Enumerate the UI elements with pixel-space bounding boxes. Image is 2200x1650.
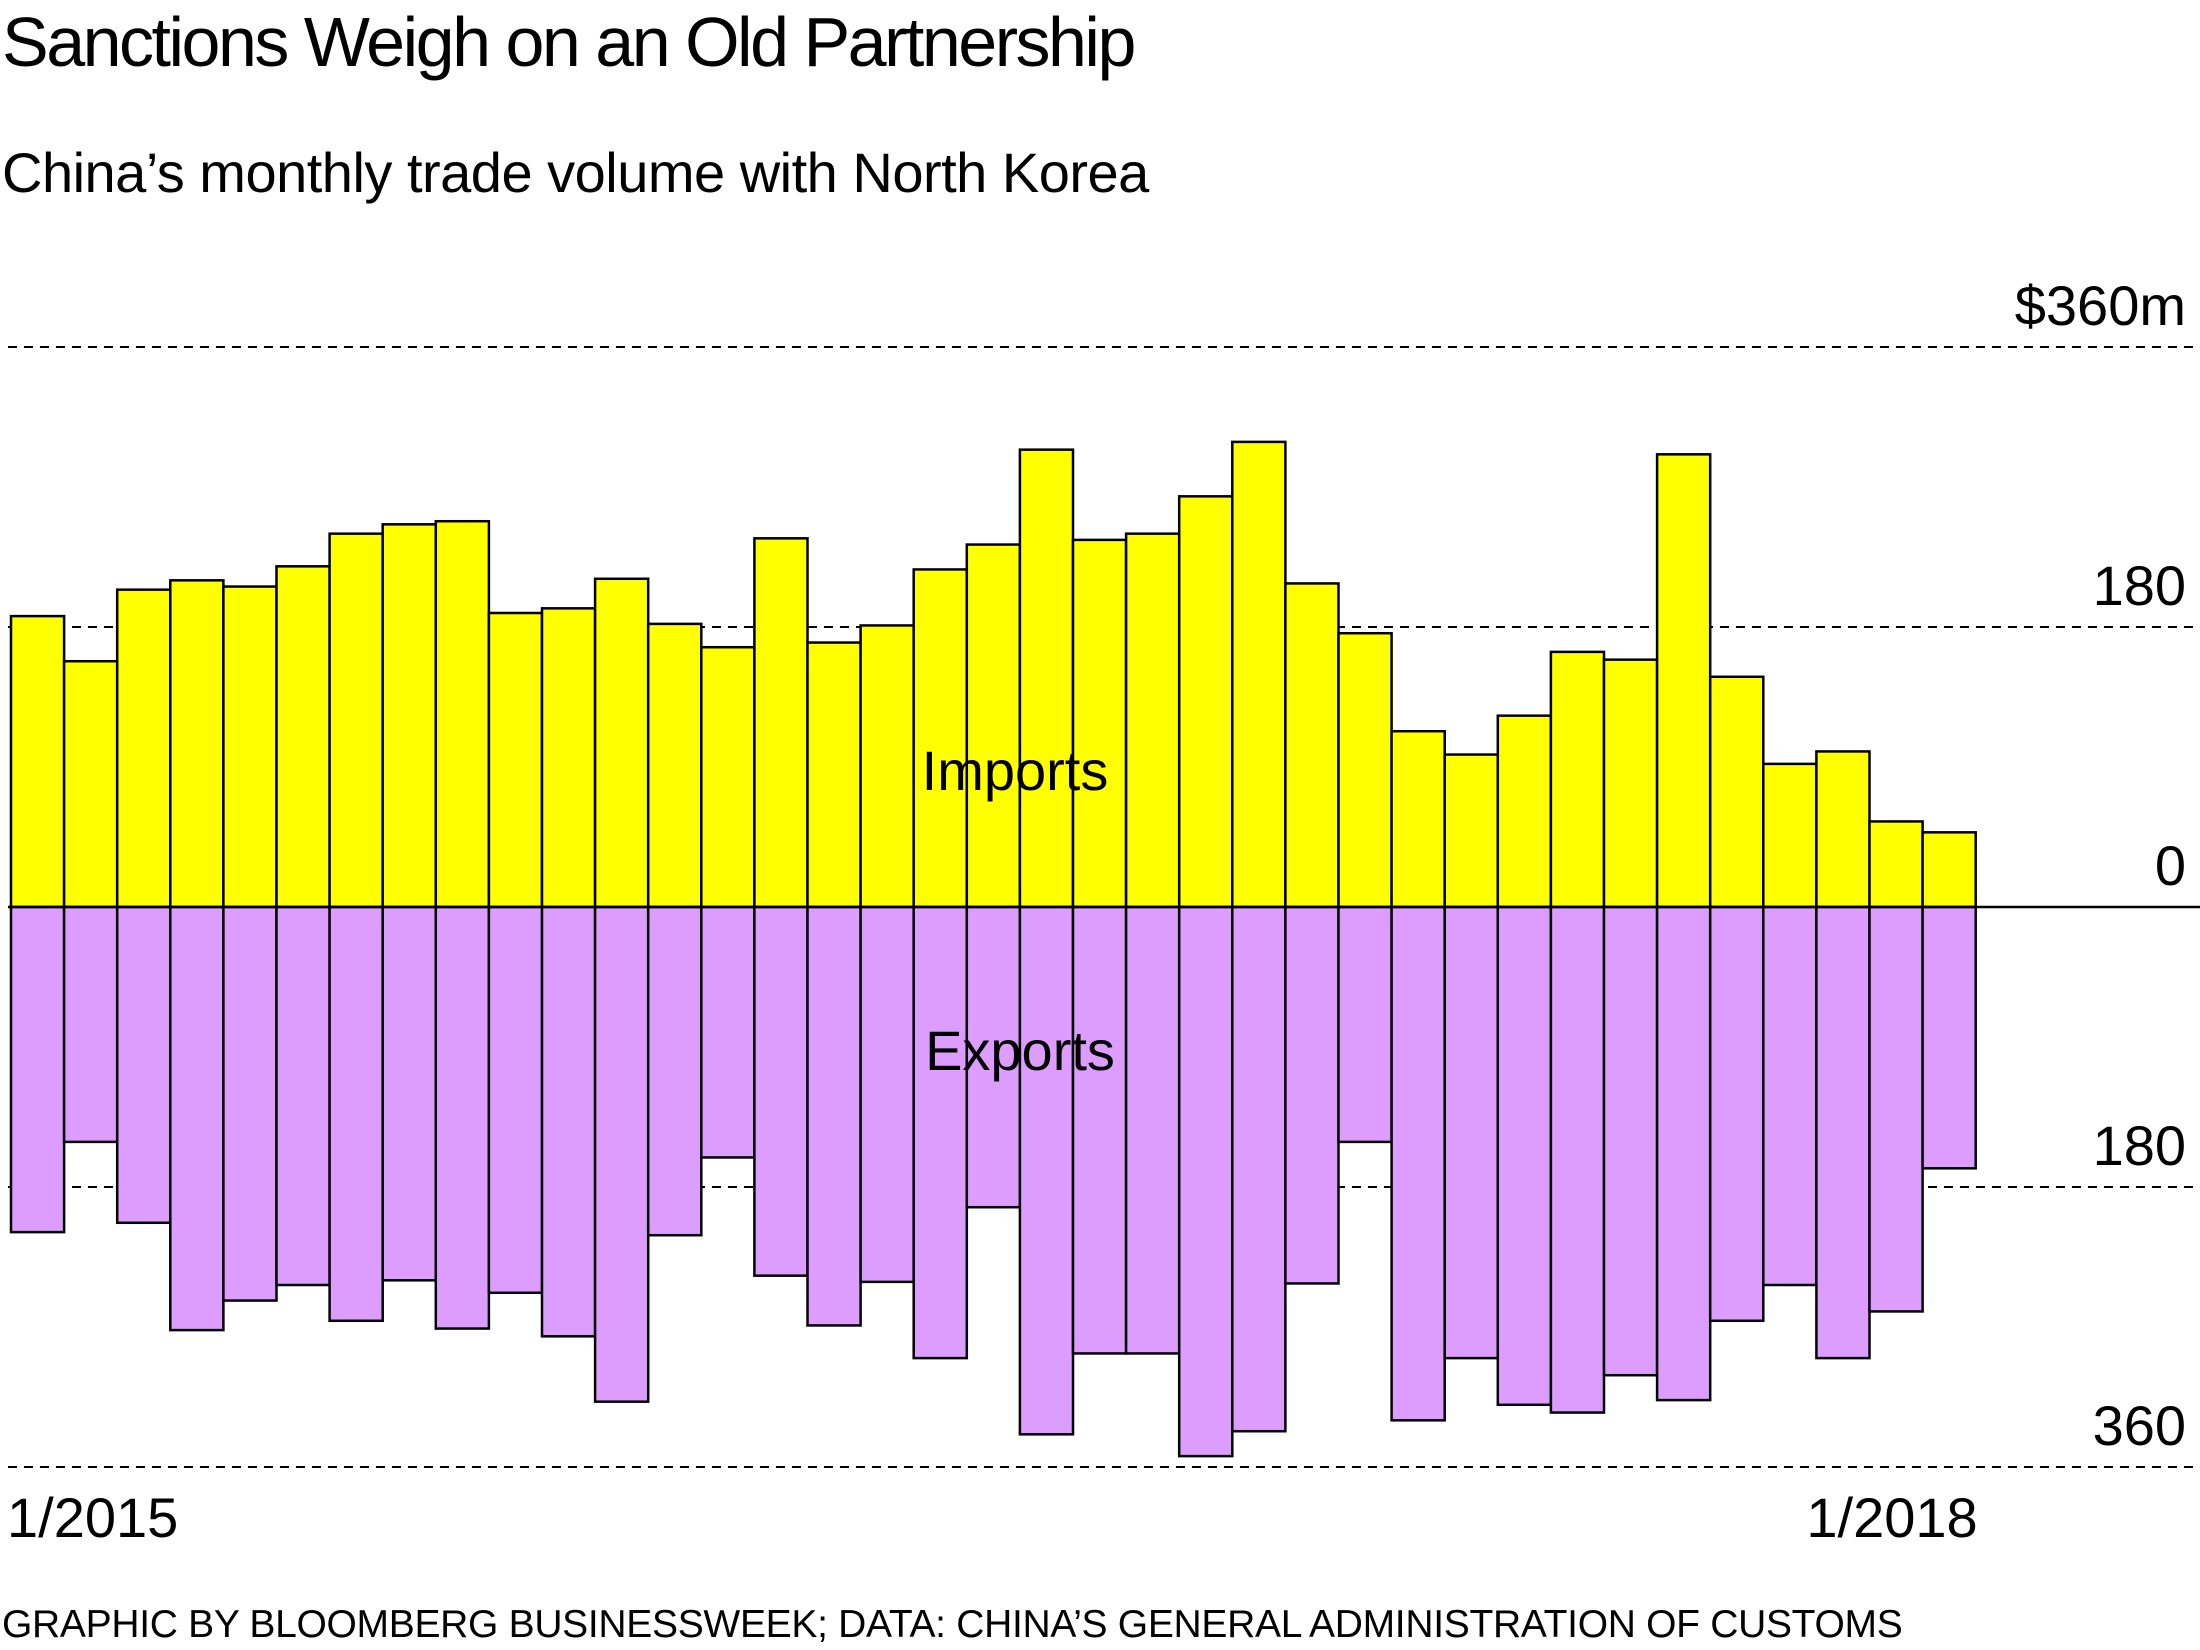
- import-bar: [1815, 750, 1871, 909]
- import-bar: [1018, 448, 1075, 909]
- export-bar: [646, 905, 703, 1237]
- export-bar: [1231, 905, 1287, 1433]
- export-bar: [593, 905, 650, 1403]
- export-bar: [434, 905, 491, 1330]
- import-bar: [1177, 495, 1234, 909]
- y-tick-label-top: $360m: [2015, 274, 2186, 337]
- export-bar: [169, 905, 225, 1332]
- export-bar: [1921, 905, 1977, 1170]
- import-bar: [1071, 538, 1128, 909]
- import-bar: [62, 659, 119, 909]
- y-tick-label-imports-180: 180: [2093, 554, 2186, 617]
- import-bar: [1708, 675, 1765, 909]
- import-bar: [1231, 440, 1287, 909]
- export-bar: [487, 905, 544, 1295]
- export-bar: [275, 905, 331, 1287]
- export-bar: [9, 905, 66, 1234]
- import-bar: [1602, 658, 1659, 909]
- export-bar: [115, 905, 172, 1225]
- import-bar: [1549, 650, 1606, 909]
- chart-title: Sanctions Weigh on an Old Partnership: [2, 3, 1136, 81]
- export-bar: [328, 905, 384, 1323]
- import-bar: [646, 622, 703, 909]
- import-bar: [487, 611, 544, 909]
- y-tick-label-imports-0: 0: [2155, 834, 2186, 897]
- y-tick-label-exports-360: 360: [2093, 1394, 2186, 1457]
- import-bar: [1337, 631, 1393, 909]
- export-bar: [540, 905, 597, 1338]
- x-tick-label: 1/2015: [7, 1486, 178, 1549]
- import-bar: [1762, 762, 1818, 909]
- export-bar: [1124, 905, 1181, 1355]
- import-bar: [328, 532, 384, 909]
- export-bar: [222, 905, 278, 1302]
- x-tick-label: 1/2018: [1806, 1486, 1977, 1549]
- import-bar: [593, 577, 650, 909]
- import-bar: [1655, 453, 1712, 909]
- import-bar: [965, 543, 1022, 909]
- import-bar: [1443, 753, 1500, 909]
- chart-subtitle: China’s monthly trade volume with North …: [2, 141, 1149, 204]
- export-bar: [753, 905, 809, 1277]
- labels: $360m 180 0 180 360 1/2015 1/2018 Imports Export…: [7, 274, 2186, 1549]
- import-bar: [540, 607, 597, 909]
- import-bar: [115, 588, 172, 909]
- import-bar: [1124, 532, 1181, 909]
- import-bar: [806, 641, 862, 909]
- export-bar: [1868, 905, 1924, 1313]
- import-bar: [700, 645, 756, 909]
- exports-label: Exports: [925, 1019, 1115, 1082]
- export-bar: [1071, 905, 1128, 1355]
- import-bar: [275, 565, 331, 909]
- bars: [9, 440, 1977, 1458]
- export-bar: [1443, 905, 1500, 1360]
- import-bar: [753, 537, 809, 909]
- export-bar: [1708, 905, 1765, 1323]
- export-bar: [1496, 905, 1553, 1407]
- export-bar: [1549, 905, 1606, 1414]
- import-bar: [1390, 729, 1446, 909]
- source-note: GRAPHIC BY BLOOMBERG BUSINESSWEEK; DATA:…: [2, 1603, 1903, 1646]
- export-bar: [806, 905, 862, 1327]
- import-bar: [434, 519, 491, 909]
- import-bar: [1496, 714, 1553, 909]
- import-bar: [169, 579, 225, 909]
- export-bar: [1602, 905, 1659, 1377]
- import-bar: [1868, 820, 1924, 909]
- imports-label: Imports: [922, 739, 1109, 802]
- export-bar: [1815, 905, 1871, 1360]
- import-bar: [222, 585, 278, 909]
- import-bar: [1284, 582, 1340, 909]
- export-bar: [859, 905, 915, 1284]
- y-tick-label-exports-180: 180: [2093, 1114, 2186, 1177]
- export-bar: [1390, 905, 1446, 1422]
- export-bar: [1762, 905, 1818, 1287]
- export-bar: [1018, 905, 1075, 1436]
- export-bar: [1655, 905, 1712, 1402]
- import-bar: [381, 523, 438, 909]
- import-bar: [9, 614, 66, 909]
- export-bar: [1177, 905, 1234, 1458]
- export-bar: [700, 905, 756, 1159]
- export-bar: [1337, 905, 1393, 1144]
- import-bar: [859, 624, 915, 909]
- import-bar: [1921, 831, 1977, 909]
- export-bar: [62, 905, 119, 1144]
- export-bar: [912, 905, 969, 1360]
- export-bar: [1284, 905, 1340, 1285]
- export-bar: [381, 905, 438, 1282]
